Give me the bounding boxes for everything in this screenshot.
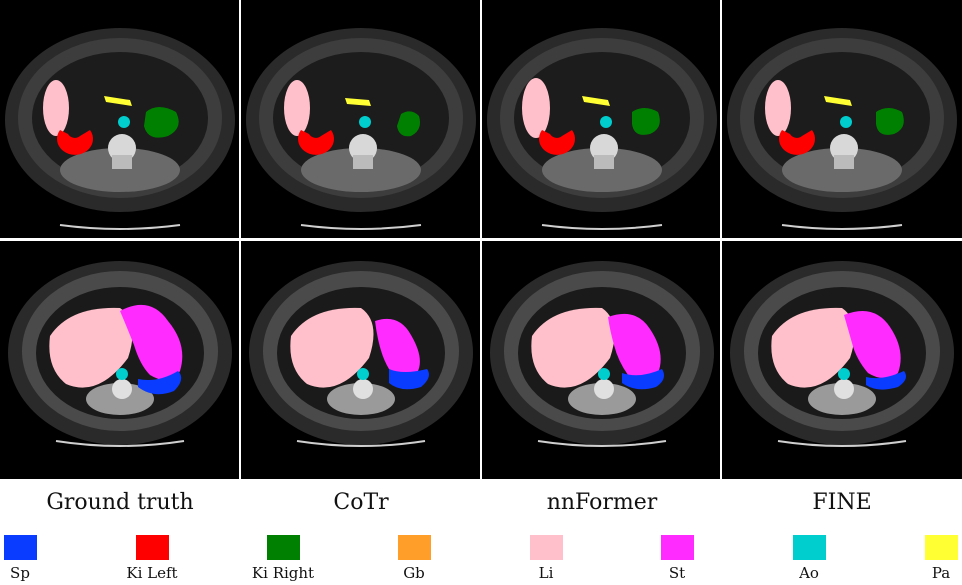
ct-panel-row2-cotr [241,241,480,479]
ct-panel-row1-fine [722,0,962,238]
legend-swatch-gb [398,535,431,560]
legend-label-ao: Ao [799,564,819,582]
legend-label-ki-right: Ki Right [251,564,315,582]
ct-panel-row2-ground-truth [0,241,239,479]
legend-label-li: Li [538,564,554,582]
legend-label-ki-left: Ki Left [126,564,178,582]
legend-label-st: St [668,564,686,582]
column-title-ground-truth: Ground truth [46,490,194,515]
legend-swatch-ao [793,535,826,560]
legend-swatch-sp [4,535,37,560]
legend-label-sp: Sp [10,564,30,582]
ct-panel-row1-ground-truth [0,0,239,238]
ct-panel-row1-cotr [241,0,480,238]
legend-swatch-ki-right [267,535,300,560]
legend-label-pa: Pa [931,564,951,582]
legend-swatch-ki-left [136,535,169,560]
legend-swatch-li [530,535,563,560]
ct-panel-row1-nnformer [482,0,720,238]
legend-swatch-pa [925,535,958,560]
column-title-cotr: CoTr [333,490,389,515]
legend-swatch-st [661,535,694,560]
column-title-nnformer: nnFormer [546,490,658,515]
column-title-fine: FINE [812,490,872,515]
legend-label-gb: Gb [403,564,425,582]
ct-panel-row2-fine [722,241,962,479]
ct-panel-row2-nnformer [482,241,720,479]
